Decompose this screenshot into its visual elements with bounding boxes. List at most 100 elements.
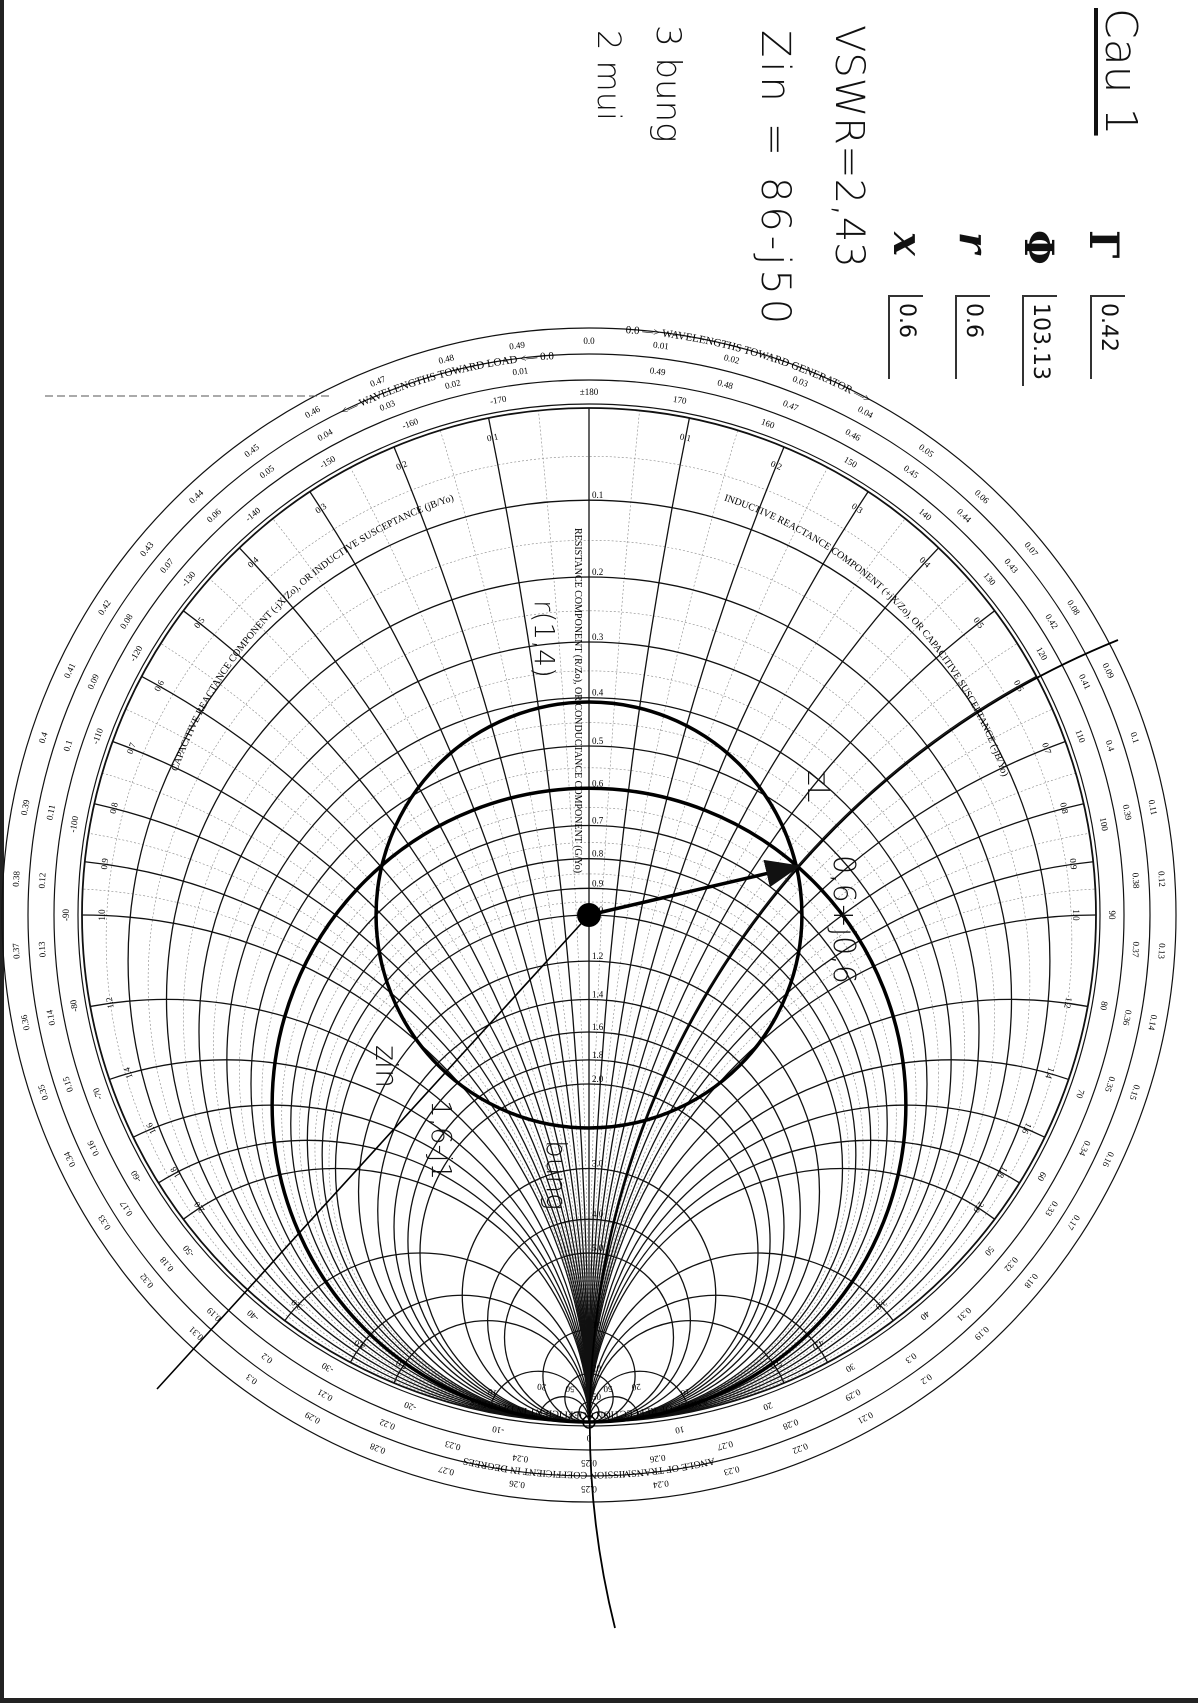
wavelength-toward-load-label: 0.49 bbox=[649, 365, 666, 377]
capacitive-reactance-arc bbox=[90, 998, 590, 1422]
wavelength-toward-generator-label: 0.21 bbox=[856, 1410, 875, 1426]
wavelength-toward-generator-label: 0.48 bbox=[437, 352, 455, 366]
resistance-tick-label: 1.6 bbox=[592, 1022, 604, 1032]
phi-value: 103.13 bbox=[1022, 295, 1057, 386]
reactance-tick-label: 0.1 bbox=[679, 431, 692, 443]
inductive-reactance-arc bbox=[588, 491, 869, 1422]
reflection-angle-label: -120 bbox=[128, 643, 145, 663]
reactance-tick-label: 4.0 bbox=[352, 1338, 367, 1352]
capacitive-reactance-arc bbox=[309, 491, 590, 1422]
capacitive-reactance-arc bbox=[487, 1370, 590, 1422]
reflection-angle-label: -160 bbox=[401, 416, 420, 431]
reflection-angle-label: -60 bbox=[128, 1168, 143, 1184]
wavelength-toward-generator-label: 0.3 bbox=[244, 1372, 259, 1387]
wavelength-toward-load-label: 0.04 bbox=[316, 426, 335, 443]
wavelength-toward-load-label: 0.24 bbox=[511, 1453, 528, 1465]
minor-reactance-arc bbox=[272, 518, 590, 1422]
wavelength-toward-load-label: 0.21 bbox=[316, 1387, 335, 1403]
reactance-tick-label: 0.1 bbox=[486, 431, 499, 443]
minor-resistance-circle bbox=[239, 722, 939, 1422]
wavelength-toward-load-label: 0.18 bbox=[158, 1255, 176, 1274]
capacitive-reactance-arc bbox=[158, 1139, 590, 1422]
reflection-angle-label: 70 bbox=[1074, 1088, 1087, 1100]
wavelength-toward-generator-label: 0.36 bbox=[19, 1013, 32, 1031]
capacitive-reactance-arc bbox=[568, 1411, 590, 1422]
zl-label: zL bbox=[800, 770, 835, 803]
wavelength-toward-generator-label: 0.22 bbox=[791, 1441, 809, 1456]
wavelength-toward-load-label: 0.45 bbox=[902, 463, 921, 481]
wavelength-toward-generator-label: 0.13 bbox=[1156, 943, 1167, 960]
wavelength-toward-load-label: 0.25 bbox=[581, 1458, 597, 1468]
reflection-angle-label: 40 bbox=[918, 1309, 932, 1323]
capacitive-reactance-arc bbox=[238, 547, 590, 1422]
inductive-reactance-arc bbox=[588, 914, 1096, 1422]
inductive-reactance-arc bbox=[588, 803, 1084, 1422]
inductive-reactance-arc bbox=[588, 675, 1037, 1422]
wavelength-toward-load-label: 0.11 bbox=[44, 804, 57, 821]
inductive-reactance-arc bbox=[588, 1059, 1069, 1422]
inductive-reactance-arc bbox=[588, 610, 995, 1422]
wavelength-toward-load-label: 0.28 bbox=[781, 1417, 800, 1432]
capacitive-reactance-arc bbox=[132, 1104, 590, 1422]
wavelength-toward-load-label: 0.39 bbox=[1121, 804, 1134, 822]
wavelength-toward-generator-label: 0.08 bbox=[1065, 598, 1082, 617]
reactance-tick-label: 0.3 bbox=[313, 501, 328, 516]
resistance-title: RESISTANCE COMPONENT (R/Zo), OR CONDUCTA… bbox=[572, 528, 583, 873]
wavelength-toward-generator-label: 0.19 bbox=[972, 1324, 991, 1342]
reflection-angle-label: -70 bbox=[91, 1086, 105, 1101]
capacitive-reactance-arc bbox=[349, 1294, 590, 1422]
reflection-angle-label: -10 bbox=[491, 1424, 505, 1436]
capacitive-reactance-arc bbox=[393, 1320, 590, 1422]
reactance-tick-label: 50 bbox=[603, 1384, 613, 1394]
resistance-tick-label: 0.4 bbox=[592, 688, 604, 698]
bung-annotation: bung bbox=[540, 1140, 573, 1211]
reactance-tick-label: 1.2 bbox=[104, 996, 116, 1009]
reactance-tick-label: 1.6 bbox=[1020, 1121, 1034, 1136]
wavelength-toward-load-label: 0.43 bbox=[1002, 556, 1020, 575]
wavelength-toward-generator-label: 0.45 bbox=[242, 442, 261, 460]
resistance-tick-label: 1.8 bbox=[592, 1050, 604, 1060]
reflection-angle-label: -150 bbox=[318, 453, 338, 470]
wavelength-toward-load-label: 0.36 bbox=[1121, 1009, 1134, 1027]
wavelength-toward-generator-label: 0.12 bbox=[1156, 871, 1167, 887]
constant-x-arc bbox=[589, 639, 1119, 1629]
wavelength-toward-load-label: 0.17 bbox=[118, 1199, 135, 1218]
scan-bottom-border bbox=[0, 1698, 1198, 1703]
inductive-reactance-arc bbox=[588, 1370, 691, 1422]
wavelength-toward-generator-label: 0.16 bbox=[1100, 1150, 1116, 1169]
reactance-tick-label: 0.2 bbox=[395, 459, 409, 473]
minor-reactance-arc bbox=[350, 467, 590, 1422]
wavelength-toward-load-label: 0.37 bbox=[1130, 941, 1141, 958]
reflection-angle-label: 30 bbox=[844, 1361, 857, 1374]
reactance-tick-label: 1.4 bbox=[1043, 1066, 1056, 1080]
wavelength-toward-generator-label: 0.47 bbox=[369, 374, 388, 389]
reflection-angle-label: 110 bbox=[1074, 728, 1088, 744]
minor-reactance-arc bbox=[160, 643, 590, 1422]
minor-reactance-arc bbox=[588, 467, 828, 1422]
wavelength-toward-load-label: 0.41 bbox=[1077, 672, 1093, 691]
reactance-tick-label: 0.7 bbox=[1040, 741, 1053, 755]
reactance-tick-label: 1.0 bbox=[1071, 909, 1081, 921]
reactance-tick-label: 2.0 bbox=[971, 1200, 986, 1215]
reactance-tick-label: 0.9 bbox=[1068, 858, 1079, 871]
inductive-reactance-arc bbox=[588, 1167, 995, 1422]
wavelength-toward-generator-label: 0.43 bbox=[138, 539, 156, 558]
wavelength-toward-load-label: 0.47 bbox=[782, 398, 801, 413]
wavelength-toward-load-label: 0.2 bbox=[259, 1351, 274, 1366]
zin-label: zin bbox=[368, 1045, 403, 1089]
capacitive-reactance-arc bbox=[393, 446, 590, 1422]
resistance-tick-label: 2.0 bbox=[592, 1074, 604, 1084]
reflection-angle-label: 120 bbox=[1034, 645, 1050, 662]
resistance-tick-label: 4.0 bbox=[592, 1209, 604, 1219]
wavelength-toward-generator-label: 0.46 bbox=[303, 404, 322, 421]
wavelength-toward-generator-label: 0.33 bbox=[96, 1213, 113, 1232]
minor-reactance-arc bbox=[588, 833, 1090, 1422]
wavelength-toward-generator-label: 0.35 bbox=[36, 1083, 51, 1102]
inductive-reactance-arc bbox=[588, 446, 785, 1422]
capacitive-reactance-arc bbox=[94, 803, 590, 1422]
zin-radial-line bbox=[156, 914, 590, 1390]
reflection-angle-label: 10 bbox=[674, 1424, 685, 1435]
wavelength-toward-generator-label: 0.29 bbox=[303, 1410, 322, 1427]
reflection-angle-label: -130 bbox=[179, 569, 198, 588]
wavelength-toward-load-label: 0.16 bbox=[85, 1139, 101, 1158]
